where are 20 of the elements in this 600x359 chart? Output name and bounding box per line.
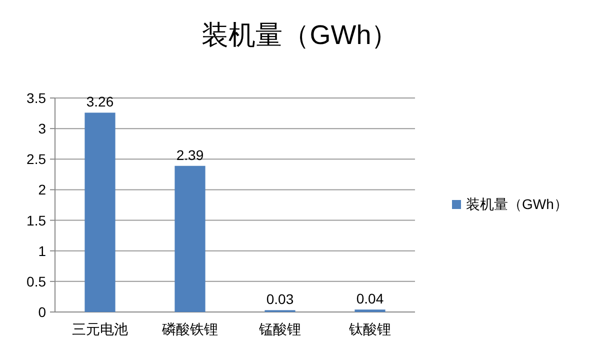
- y-tick-label: 0.5: [26, 273, 46, 290]
- y-tick-label: 1.5: [26, 212, 46, 228]
- chart-title: 装机量（GWh）: [202, 20, 398, 50]
- bar: [174, 166, 206, 312]
- legend-label: 装机量（GWh）: [466, 196, 568, 212]
- data-label: 0.03: [266, 291, 294, 308]
- x-tick-label: 锰酸锂: [258, 321, 301, 337]
- y-tick-label: 0: [38, 304, 46, 320]
- x-tick-label: 钛酸锂: [348, 321, 391, 337]
- y-tick-label: 3.5: [26, 90, 46, 106]
- y-tick-label: 2: [38, 182, 46, 198]
- x-tick-label: 三元电池: [72, 321, 128, 337]
- bar: [84, 112, 116, 312]
- y-tick-label: 3: [38, 120, 46, 137]
- data-label: 3.26: [86, 94, 114, 110]
- x-tick-label: 磷酸铁锂: [161, 321, 218, 337]
- y-tick-label: 2.5: [26, 151, 46, 168]
- data-label: 2.39: [176, 146, 204, 163]
- y-tick-label: 1: [38, 242, 46, 259]
- data-label: 0.04: [356, 290, 384, 307]
